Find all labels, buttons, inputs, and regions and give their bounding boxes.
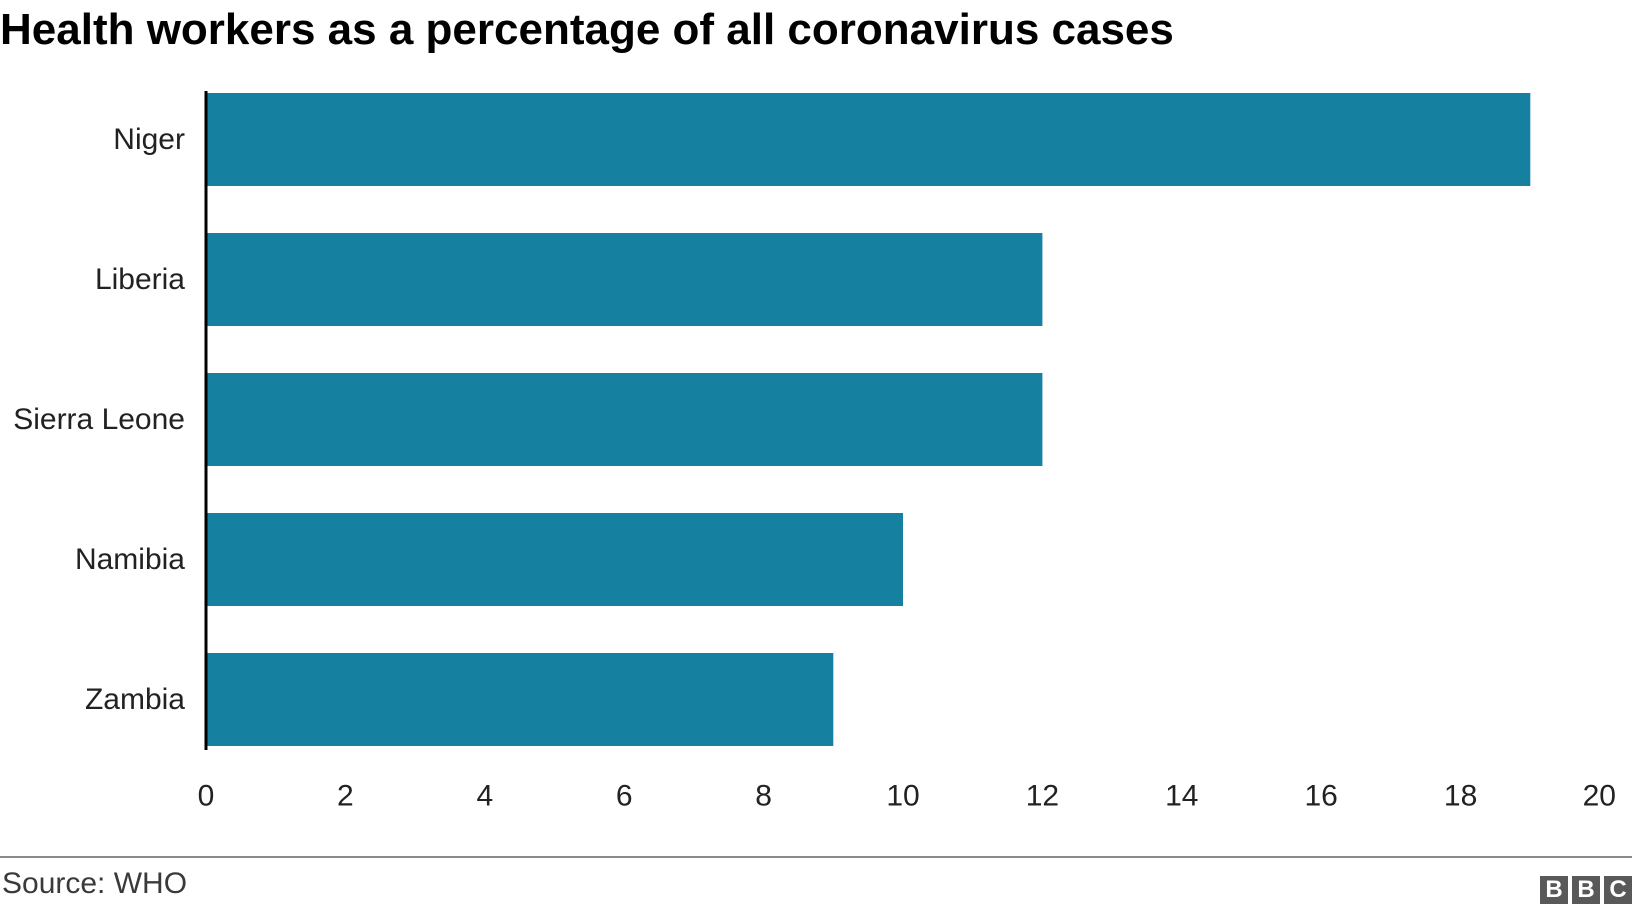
bbc-logo-block: B bbox=[1540, 876, 1568, 904]
x-tick-label: 4 bbox=[476, 780, 493, 813]
bar-liberia bbox=[206, 233, 1043, 326]
bar-zambia bbox=[206, 653, 834, 746]
bbc-logo-block: B bbox=[1572, 876, 1600, 904]
x-tick-label: 0 bbox=[198, 780, 215, 813]
bar-namibia bbox=[206, 513, 903, 606]
bar-niger bbox=[206, 93, 1531, 186]
bbc-logo: B B C bbox=[1540, 876, 1632, 904]
x-tick-label: 16 bbox=[1305, 780, 1338, 813]
chart-title: Health workers as a percentage of all co… bbox=[0, 5, 1174, 54]
x-axis-tick-labels: 0 2 4 6 8 10 12 14 16 18 20 bbox=[198, 780, 1616, 813]
bar-sierra-leone bbox=[206, 373, 1043, 466]
x-tick-label: 2 bbox=[337, 780, 354, 813]
x-tick-label: 12 bbox=[1026, 780, 1059, 813]
footer-divider bbox=[0, 856, 1632, 858]
x-tick-label: 18 bbox=[1444, 780, 1477, 813]
category-labels: Niger Liberia Sierra Leone Namibia Zambia bbox=[13, 123, 185, 716]
x-tick-label: 6 bbox=[616, 780, 633, 813]
category-label: Sierra Leone bbox=[13, 403, 185, 436]
bar-chart: Niger Liberia Sierra Leone Namibia Zambia 0 2… bbox=[13, 91, 1616, 813]
source-note: Source: WHO bbox=[2, 867, 188, 900]
category-label: Niger bbox=[113, 123, 185, 156]
x-tick-label: 10 bbox=[886, 780, 919, 813]
x-tick-label: 14 bbox=[1165, 780, 1198, 813]
bars-layer bbox=[206, 93, 1531, 746]
x-tick-label: 8 bbox=[755, 780, 772, 813]
category-label: Namibia bbox=[75, 543, 185, 576]
x-tick-label: 20 bbox=[1583, 780, 1616, 813]
bbc-logo-block: C bbox=[1604, 876, 1632, 904]
category-label: Liberia bbox=[95, 263, 185, 296]
category-label: Zambia bbox=[85, 683, 185, 716]
